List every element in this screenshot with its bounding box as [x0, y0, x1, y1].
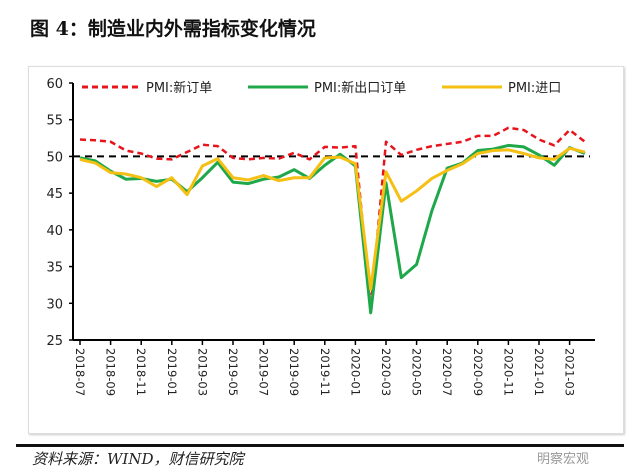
y-tick-label: 50 — [46, 150, 63, 165]
y-tick-label: 40 — [46, 224, 63, 239]
x-tick-label: 2020-11 — [501, 348, 515, 396]
x-tick-label: 2018-07 — [73, 348, 87, 396]
y-tick-label: 30 — [46, 297, 63, 312]
y-tick-label: 60 — [46, 77, 63, 92]
legend-label: PMI:新订单 — [146, 80, 212, 96]
x-tick-label: 2020-03 — [379, 348, 393, 396]
x-tick-label: 2020-01 — [348, 348, 362, 396]
y-tick-label: 35 — [46, 261, 63, 276]
watermark: 明察宏观 — [537, 452, 590, 467]
x-tick-label: 2019-01 — [165, 348, 179, 396]
x-tick-label: 2019-09 — [287, 348, 301, 396]
x-tick-label: 2021-01 — [532, 348, 546, 396]
x-tick-label: 2018-11 — [134, 348, 148, 396]
y-tick-label: 25 — [46, 334, 63, 349]
legend-label: PMI:新出口订单 — [314, 80, 406, 96]
chart-frame — [28, 66, 624, 434]
x-tick-label: 2019-05 — [226, 348, 240, 396]
source-note: 资料来源：WIND，财信研究院 — [32, 450, 244, 468]
x-tick-label: 2020-05 — [410, 348, 424, 396]
x-tick-label: 2019-03 — [195, 348, 209, 396]
series-line-0 — [79, 126, 586, 310]
legend-label: PMI:进口 — [508, 81, 561, 96]
x-tick-label: 2019-11 — [318, 348, 332, 396]
y-tick-label: 55 — [46, 114, 63, 129]
series-line-1 — [79, 143, 586, 315]
figure-title: 图 4：制造业内外需指标变化情况 — [30, 18, 316, 40]
divider — [16, 444, 624, 447]
y-tick-label: 45 — [46, 187, 63, 202]
x-tick-label: 2021-03 — [563, 348, 577, 396]
x-tick-label: 2019-07 — [257, 348, 271, 396]
x-tick-label: 2018-09 — [104, 348, 118, 396]
x-tick-label: 2020-07 — [440, 348, 454, 396]
series-line-2 — [79, 146, 586, 291]
x-tick-label: 2020-09 — [471, 348, 485, 396]
